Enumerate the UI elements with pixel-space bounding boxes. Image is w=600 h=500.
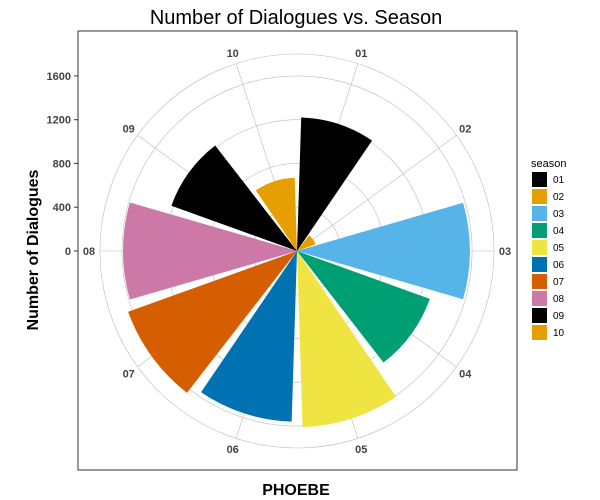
radial-tick-label: 0 <box>65 246 71 258</box>
legend-key-09 <box>532 308 547 323</box>
legend-key-03 <box>532 206 547 221</box>
bar-season-07 <box>128 251 297 393</box>
bar-season-10 <box>255 177 297 251</box>
legend: season 01 02 03 04 05 06 07 08 09 10 <box>531 158 566 340</box>
radial-tick-label: 1200 <box>47 115 71 127</box>
category-label-05: 05 <box>355 444 367 456</box>
radial-tick-labels: 0 400 800 1200 1600 <box>47 71 78 258</box>
bar-season-05 <box>297 251 397 428</box>
category-labels: 01 02 03 04 05 06 07 08 09 10 <box>83 48 511 456</box>
legend-label-01: 01 <box>553 175 565 186</box>
legend-key-01 <box>532 172 547 187</box>
category-label-06: 06 <box>227 444 239 456</box>
legend-label-10: 10 <box>553 328 565 339</box>
legend-label-04: 04 <box>553 226 565 237</box>
chart-title: Number of Dialogues vs. Season <box>150 7 442 29</box>
category-label-10: 10 <box>227 48 239 60</box>
category-label-01: 01 <box>355 48 367 60</box>
legend-key-08 <box>532 291 547 306</box>
category-label-09: 09 <box>123 124 135 136</box>
legend-label-06: 06 <box>553 260 565 271</box>
legend-title: season <box>531 158 566 170</box>
bars-layer <box>122 117 470 428</box>
legend-label-09: 09 <box>553 311 565 322</box>
legend-label-08: 08 <box>553 294 565 305</box>
legend-key-06 <box>532 257 547 272</box>
bar-season-06 <box>201 251 297 422</box>
category-label-02: 02 <box>459 124 471 136</box>
legend-key-02 <box>532 189 547 204</box>
bar-season-09 <box>171 145 297 251</box>
legend-key-07 <box>532 274 547 289</box>
legend-label-03: 03 <box>553 209 565 220</box>
bar-season-02 <box>297 235 316 251</box>
bar-season-01 <box>297 117 373 251</box>
legend-label-05: 05 <box>553 243 565 254</box>
radial-tick-label: 1600 <box>47 71 71 83</box>
category-label-04: 04 <box>459 368 472 380</box>
bar-season-03 <box>297 202 470 300</box>
category-label-07: 07 <box>123 368 135 380</box>
category-label-08: 08 <box>83 246 95 258</box>
y-axis-title: Number of Dialogues <box>25 169 42 330</box>
legend-key-04 <box>532 223 547 238</box>
x-axis-title: PHOEBE <box>262 482 330 499</box>
bar-season-08 <box>122 202 297 300</box>
radial-tick-label: 400 <box>53 202 71 214</box>
legend-key-10 <box>532 325 547 340</box>
legend-label-02: 02 <box>553 192 565 203</box>
legend-key-05 <box>532 240 547 255</box>
radial-tick-label: 800 <box>53 158 71 170</box>
legend-label-07: 07 <box>553 277 565 288</box>
bar-season-04 <box>297 251 430 363</box>
category-label-03: 03 <box>499 246 511 258</box>
grid-spoke <box>296 134 457 252</box>
